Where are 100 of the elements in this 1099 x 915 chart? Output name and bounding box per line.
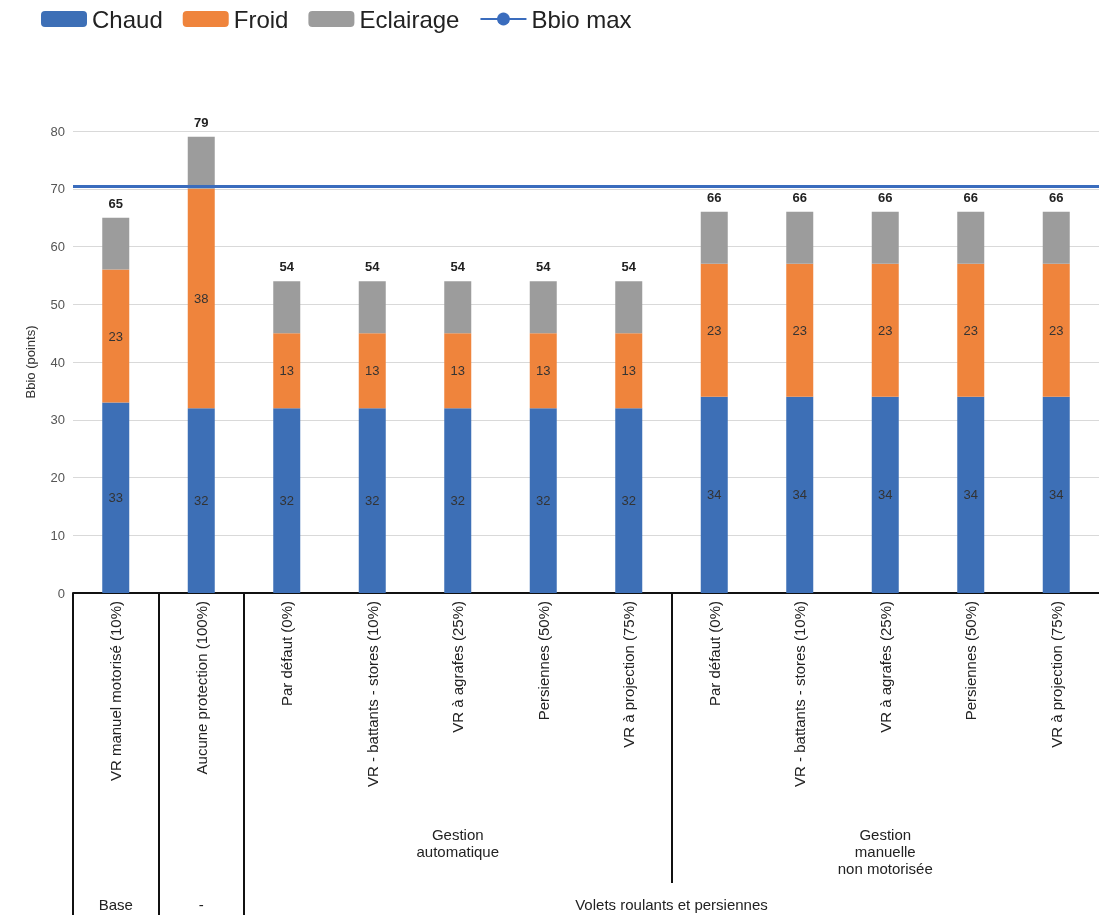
- y-tick-label: 80: [50, 123, 65, 139]
- data-label: 23: [1049, 322, 1064, 338]
- data-label: 33: [108, 490, 123, 506]
- y-tick-label: 40: [50, 354, 65, 370]
- bar: [529, 408, 557, 593]
- total-label: 54: [621, 259, 637, 275]
- bar: [444, 408, 472, 593]
- data-label: 34: [963, 487, 978, 503]
- data-label: 32: [536, 493, 551, 509]
- text: Base: [98, 896, 133, 913]
- total-label: 79: [194, 114, 209, 130]
- bar: [786, 263, 814, 397]
- x-tick-label: Aucune protection (100%): [192, 601, 210, 775]
- data-label: 34: [1049, 487, 1064, 503]
- x-tick-label: VR - battants - stores (10%): [363, 601, 381, 787]
- legend-label: Froid: [233, 5, 289, 33]
- data-label: 34: [792, 487, 807, 503]
- bar: [615, 281, 643, 334]
- data-label: 13: [279, 363, 294, 379]
- data-label: 13: [365, 363, 380, 379]
- bar: [700, 211, 728, 264]
- data-label: 32: [450, 493, 465, 509]
- bar: [358, 408, 386, 593]
- y-tick-label: 30: [50, 412, 65, 428]
- y-tick-label: 10: [50, 527, 65, 543]
- bar: [529, 333, 557, 409]
- legend-label: Bbio max: [531, 5, 632, 33]
- y-tick-label: 0: [57, 585, 65, 601]
- total-label: 66: [707, 189, 722, 205]
- data-label: 32: [365, 493, 380, 509]
- bar: [615, 408, 643, 593]
- bar: [700, 263, 728, 397]
- bar: [871, 211, 899, 264]
- bar: [187, 408, 215, 593]
- data-label: 23: [707, 322, 722, 338]
- text: Volets roulants et persiennes: [575, 896, 768, 913]
- data-label: 34: [878, 487, 893, 503]
- x-tick-label: Persiennes (50%): [962, 601, 980, 721]
- total-label: 65: [108, 195, 123, 211]
- data-label: 23: [108, 328, 123, 344]
- total-label: 66: [878, 189, 893, 205]
- y-tick-label: 70: [50, 181, 65, 197]
- bar: [444, 281, 472, 334]
- y-axis-title: Bbio (points): [23, 325, 38, 399]
- total-label: 66: [963, 189, 978, 205]
- text: -: [198, 896, 204, 913]
- bar: [615, 333, 643, 409]
- x-tick-label: Persiennes (50%): [534, 601, 552, 721]
- bar: [102, 217, 130, 270]
- data-label: 13: [450, 363, 465, 379]
- text: Gestion manuelle non motorisée: [837, 826, 933, 877]
- bar: [1042, 396, 1070, 593]
- total-label: 66: [1049, 189, 1064, 205]
- total-label: 54: [536, 259, 552, 275]
- bar: [529, 281, 557, 334]
- total-label: 66: [792, 189, 807, 205]
- data-label: 32: [621, 493, 636, 509]
- bar: [273, 333, 301, 409]
- bar: [273, 408, 301, 593]
- bar: [102, 402, 130, 593]
- data-label: 13: [621, 363, 636, 379]
- total-label: 54: [365, 259, 381, 275]
- y-tick-label: 20: [50, 470, 65, 485]
- bar: [957, 263, 985, 397]
- x-tick-label: VR - battants - stores (10%): [791, 601, 809, 787]
- bar: [871, 396, 899, 593]
- data-label: 23: [792, 322, 807, 338]
- data-label: 23: [878, 322, 893, 338]
- data-label: 32: [279, 493, 294, 509]
- text: Gestion automatique: [416, 826, 500, 860]
- bar: [871, 263, 899, 397]
- data-label: 32: [194, 493, 209, 509]
- x-tick-label: Par défaut (0%): [705, 601, 723, 707]
- bar: [273, 281, 301, 334]
- legend-label: Eclairage: [359, 5, 460, 33]
- bar: [187, 136, 215, 189]
- data-label: 23: [963, 322, 978, 338]
- bar: [187, 188, 215, 409]
- total-label: 54: [450, 259, 466, 275]
- data-label: 38: [194, 290, 209, 306]
- x-tick-label: VR à projection (75%): [620, 601, 638, 748]
- x-tick-label: VR à projection (75%): [1047, 601, 1065, 748]
- bar: [957, 211, 985, 264]
- data-label: 34: [707, 487, 722, 503]
- bar: [102, 269, 130, 403]
- bar: [700, 396, 728, 593]
- bar: [358, 333, 386, 409]
- bar: [786, 396, 814, 593]
- bar: [444, 333, 472, 409]
- bar: [1042, 211, 1070, 264]
- bar: [957, 396, 985, 593]
- x-tick-label: VR manuel motorisé (10%): [107, 601, 125, 782]
- bar: [1042, 263, 1070, 397]
- data-label: 13: [536, 363, 551, 379]
- bar: [786, 211, 814, 264]
- legend-label: Chaud: [92, 5, 163, 33]
- x-tick-label: VR à agrafes (25%): [876, 601, 894, 733]
- x-tick-label: Par défaut (0%): [278, 601, 296, 707]
- x-tick-label: VR à agrafes (25%): [449, 601, 467, 733]
- bar: [358, 281, 386, 334]
